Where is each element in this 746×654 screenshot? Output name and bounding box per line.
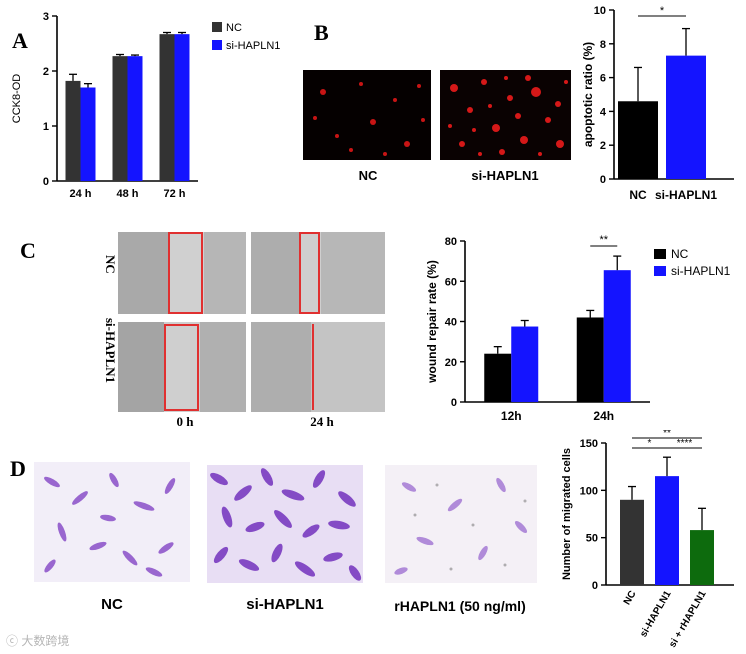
d-si-caption: si-HAPLN1 <box>246 596 324 613</box>
chart-a-bar <box>65 80 81 181</box>
migration-image-si-hapln1 <box>207 465 363 583</box>
chart-b-y-tick-label: 10 <box>594 5 606 17</box>
wound-image-nc-0h <box>118 232 246 314</box>
c-0h-caption: 0 h <box>176 414 194 429</box>
chart-c-bar <box>576 317 604 402</box>
chart-d-y-tick-label: 150 <box>580 438 598 450</box>
chart-b-y-tick-label: 0 <box>600 174 606 186</box>
wound-image-nc-24h <box>251 232 385 314</box>
chart-b-x-tick-label: NC <box>629 188 647 202</box>
chart-b-bar <box>666 55 706 179</box>
chart-c-bar <box>603 270 631 402</box>
chart-a-y-tick-label: 3 <box>43 11 49 23</box>
chart-a-x-tick-label: 24 h <box>69 188 91 200</box>
chart-d-bar <box>690 530 714 585</box>
chart-c: 0 20 40 60 80 wound repair rate (%) 12h 24h ** NC… <box>425 234 731 423</box>
chart-c-legend-label: si-HAPLN1 <box>671 264 731 278</box>
chart-c-legend-label: NC <box>671 247 689 261</box>
chart-a-bar <box>127 56 143 181</box>
chart-d-y-tick-label: 50 <box>586 533 598 545</box>
c-si-row-label: si-HAPLN1 <box>103 318 118 383</box>
watermark-icon: ⓒ <box>6 634 19 648</box>
b-nc-caption: NC <box>358 168 378 183</box>
chart-b-y-tick-label: 8 <box>600 39 606 51</box>
c-nc-row-label: NC <box>103 255 118 274</box>
chart-d-x-tick-label: si-HAPLN1 <box>638 589 674 640</box>
chart-d: 0 50 100 150 Number of migrated cells NC si-HA… <box>561 430 734 650</box>
migration-image-nc <box>34 462 190 582</box>
chart-a-legend-swatch <box>212 22 222 32</box>
chart-b-y-tick-label: 6 <box>600 73 606 85</box>
wound-image-si-24h <box>251 322 385 412</box>
chart-a-legend-label: NC <box>226 22 242 34</box>
watermark-text: 大数跨境 <box>21 634 70 648</box>
panel-label-d: D <box>10 456 26 481</box>
chart-a-x-tick-label: 72 h <box>163 188 185 200</box>
chart-c-bar <box>484 353 512 402</box>
chart-a-bar <box>80 87 96 181</box>
chart-c-legend-swatch <box>654 249 666 259</box>
chart-a-x-tick-label: 48 h <box>116 188 138 200</box>
watermark: ⓒ 大数跨境 <box>6 632 69 649</box>
chart-d-significance-label: ** <box>663 430 671 439</box>
d-nc-caption: NC <box>101 596 123 613</box>
fluorescence-image-nc <box>303 70 431 160</box>
chart-c-x-tick-label: 24h <box>593 409 614 423</box>
chart-b: 0 2 4 6 8 10 apoptotic ratio (%) NC si-HAPLN1 * <box>581 5 734 202</box>
chart-d-x-tick-label: NC <box>622 589 639 607</box>
chart-c-x-tick-label: 12h <box>501 409 522 423</box>
chart-a-bar <box>174 34 190 182</box>
migration-image-rhapln1 <box>385 465 537 583</box>
chart-c-bar <box>511 326 539 402</box>
chart-c-significance-label: ** <box>599 234 608 246</box>
chart-a-legend-swatch <box>212 40 222 50</box>
d-rhapln1-caption: rHAPLN1 (50 ng/ml) <box>394 598 526 614</box>
chart-c-legend-swatch <box>654 266 666 276</box>
b-si-caption: si-HAPLN1 <box>471 168 539 183</box>
chart-a-y-tick-label: 0 <box>43 176 49 188</box>
chart-a-y-tick-label: 2 <box>43 66 49 78</box>
chart-b-y-tick-label: 4 <box>600 106 607 118</box>
chart-c-y-tick-label: 60 <box>445 276 457 288</box>
chart-c-y-tick-label: 80 <box>445 236 457 248</box>
chart-b-y-tick-label: 2 <box>600 140 606 152</box>
chart-d-bar <box>620 499 644 585</box>
c-24h-caption: 24 h <box>310 414 334 429</box>
chart-d-x-tick-label: si + rHAPLN1 <box>667 589 709 650</box>
chart-d-y-tick-label: 100 <box>580 485 598 497</box>
chart-c-y-label: wound repair rate (%) <box>425 260 439 384</box>
chart-b-x-tick-label: si-HAPLN1 <box>655 188 717 202</box>
chart-d-significance-label: * <box>648 438 652 449</box>
panel-label-a: A <box>12 28 28 53</box>
fluorescence-image-si-hapln1 <box>440 70 571 160</box>
chart-a-y-tick-label: 1 <box>43 121 49 133</box>
chart-b-significance-label: * <box>660 5 665 17</box>
chart-d-bar <box>655 476 679 585</box>
chart-b-y-label: apoptotic ratio (%) <box>581 42 595 147</box>
wound-image-si-0h <box>118 322 246 412</box>
chart-a-bar <box>159 34 175 182</box>
chart-c-y-tick-label: 0 <box>451 397 457 409</box>
chart-d-significance-label: **** <box>677 438 693 449</box>
chart-a: 0 1 2 3 CCK8-OD 24 h 48 h 72 h NC si-HAPLN1 <box>11 11 280 200</box>
chart-d-y-label: Number of migrated cells <box>561 448 573 580</box>
panel-label-b: B <box>314 20 329 45</box>
chart-a-bar <box>112 56 128 181</box>
chart-a-legend-label: si-HAPLN1 <box>226 40 280 52</box>
chart-b-bar <box>618 101 658 179</box>
chart-c-y-tick-label: 20 <box>445 357 457 369</box>
chart-c-y-tick-label: 40 <box>445 317 457 329</box>
panel-label-c: C <box>20 238 36 263</box>
chart-d-y-tick-label: 0 <box>592 580 598 592</box>
chart-a-y-label: CCK8-OD <box>11 74 23 124</box>
